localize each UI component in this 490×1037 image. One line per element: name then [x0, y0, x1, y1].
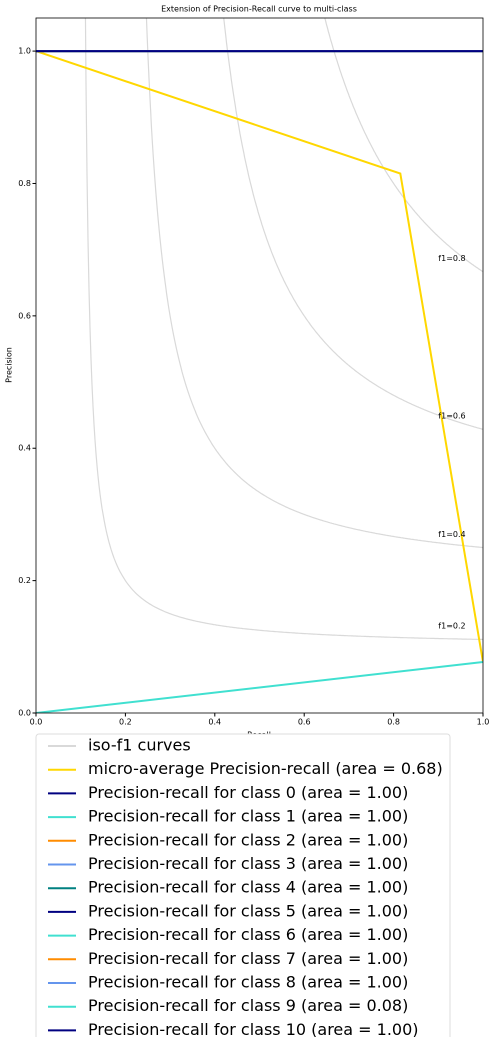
- axes-frame: [35, 17, 484, 714]
- iso-f1-curve: [324, 18, 483, 273]
- iso-f1-curve: [145, 18, 483, 549]
- iso-f1-label: f1=0.8: [438, 254, 465, 263]
- series-line: [36, 661, 483, 713]
- chart-title: Extension of Precision-Recall curve to m…: [161, 5, 357, 14]
- legend-label: Precision-recall for class 6 (area = 1.0…: [88, 925, 408, 944]
- legend-label: Precision-recall for class 4 (area = 1.0…: [88, 878, 408, 897]
- x-tick-label: 0.2: [119, 718, 132, 727]
- legend-label: Precision-recall for class 2 (area = 1.0…: [88, 830, 408, 849]
- legend-label: Precision-recall for class 5 (area = 1.0…: [88, 901, 408, 920]
- iso-f1-label: f1=0.2: [438, 622, 465, 631]
- y-tick-label: 0.0: [18, 709, 31, 718]
- y-tick-label: 1.0: [18, 47, 31, 56]
- legend-box: [35, 733, 451, 1037]
- legend-label: Precision-recall for class 8 (area = 1.0…: [88, 973, 408, 992]
- y-tick-label: 0.8: [18, 179, 31, 188]
- y-tick-label: 0.2: [18, 576, 31, 585]
- iso-f1-label: f1=0.6: [438, 412, 465, 421]
- x-tick-label: 1.0: [477, 718, 490, 727]
- y-tick-label: 0.6: [18, 311, 31, 320]
- legend-label: Precision-recall for class 9 (area = 0.0…: [88, 996, 408, 1015]
- legend-label: Precision-recall for class 7 (area = 1.0…: [88, 949, 408, 968]
- x-tick-label: 0.6: [298, 718, 311, 727]
- legend-label: Precision-recall for class 0 (area = 1.0…: [88, 783, 408, 802]
- x-tick-label: 0.4: [208, 718, 221, 727]
- legend-label: micro-average Precision-recall (area = 0…: [88, 759, 443, 778]
- series-line: [36, 50, 483, 663]
- y-axis-label: Precision: [5, 347, 14, 383]
- iso-f1-curve: [84, 18, 483, 641]
- legend-label: Precision-recall for class 1 (area = 1.0…: [88, 807, 408, 826]
- iso-f1-label: f1=0.4: [438, 530, 465, 539]
- x-tick-label: 0.0: [30, 718, 43, 727]
- legend-label: iso-f1 curves: [88, 736, 191, 755]
- iso-f1-curve: [223, 18, 483, 430]
- legend-label: Precision-recall for class 10 (area = 1.…: [88, 1020, 419, 1037]
- x-tick-label: 0.8: [387, 718, 400, 727]
- y-tick-label: 0.4: [18, 444, 31, 453]
- plot-area: [36, 18, 483, 713]
- legend-label: Precision-recall for class 3 (area = 1.0…: [88, 854, 408, 873]
